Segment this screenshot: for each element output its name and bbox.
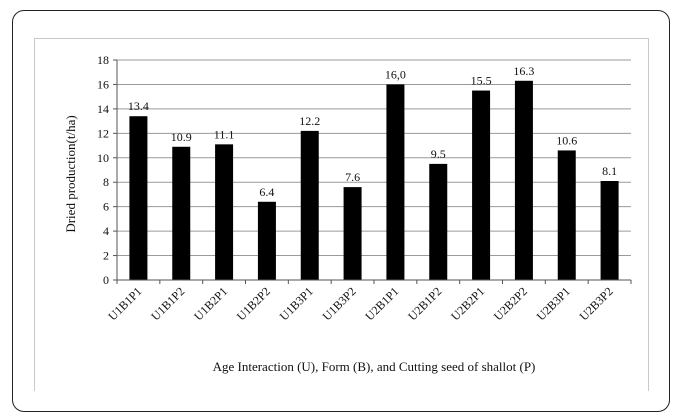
data-label: 8.1	[602, 164, 617, 178]
bar-u1b2p2	[257, 201, 276, 280]
y-axis-title: Dried production(t/ha)	[63, 115, 78, 232]
bar-u2b2p2	[514, 80, 533, 281]
data-label: 10.6	[556, 133, 577, 147]
bar-u1b2p1	[215, 144, 234, 280]
x-tick-label: U2B1P2	[405, 284, 444, 323]
data-label: 9.5	[431, 147, 446, 161]
y-tick-label: 8	[103, 175, 109, 189]
y-axis-ticks: 0 2 4 6 8 10 12 14 16 18	[97, 53, 117, 287]
bar-u2b2p1	[472, 90, 491, 280]
bar-u2b3p1	[557, 150, 576, 280]
data-labels: 13.4 10.9 11.1 6.4 12.2 7.6 16,0 9.5 15.5 16.3 10.…	[128, 64, 617, 199]
data-label: 10.9	[171, 130, 192, 144]
x-tick-label: U2B2P1	[448, 284, 487, 323]
x-tick-label: U1B3P2	[320, 284, 359, 323]
bar-u1b3p2	[343, 187, 362, 280]
y-tick-label: 0	[103, 273, 109, 287]
x-tick-label: U2B3P1	[534, 284, 573, 323]
y-tick-label: 10	[97, 151, 109, 165]
data-label: 15.5	[471, 74, 492, 88]
x-axis-ticks: U1B1P1 U1B1P2 U1B2P1 U1B2P2 U1B3P1 U1B3P2 U2B1…	[105, 280, 632, 323]
bar-u1b1p2	[172, 146, 191, 280]
x-axis-title: Age Interaction (U), Form (B), and Cutti…	[213, 359, 536, 374]
y-tick-label: 4	[103, 224, 109, 238]
x-tick-label: U1B1P1	[105, 284, 144, 323]
bar-u2b1p2	[429, 163, 448, 280]
y-tick-label: 16	[97, 77, 109, 91]
x-tick-label: U1B2P2	[234, 284, 273, 323]
x-tick-label: U1B1P2	[148, 284, 187, 323]
y-tick-label: 12	[97, 126, 109, 140]
x-tick-label: U1B2P1	[191, 284, 230, 323]
data-label: 13.4	[128, 99, 149, 113]
x-tick-label: U1B3P1	[277, 284, 316, 323]
gridlines	[117, 59, 631, 257]
data-label: 16,0	[385, 67, 406, 81]
bars	[129, 80, 619, 281]
data-label: 7.6	[345, 170, 360, 184]
y-tick-label: 14	[97, 102, 109, 116]
data-label: 12.2	[299, 114, 320, 128]
y-tick-label: 2	[103, 249, 109, 263]
bar-u1b1p1	[129, 116, 148, 280]
bar-chart: 0 2 4 6 8 10 12 14 16 18 13.4 10.9 11.1 6.4 12.2 7.6 16…	[63, 53, 632, 374]
y-tick-label: 18	[97, 53, 109, 67]
bar-u2b3p2	[600, 181, 619, 280]
data-label: 6.4	[259, 185, 274, 199]
x-tick-label: U2B2P2	[491, 284, 530, 323]
data-label: 16.3	[513, 64, 534, 78]
bar-u2b1p1	[386, 84, 405, 280]
data-label: 11.1	[214, 127, 235, 141]
x-tick-label: U2B1P1	[362, 284, 401, 323]
y-tick-label: 6	[103, 200, 109, 214]
x-tick-label: U2B3P2	[577, 284, 616, 323]
bar-u1b3p1	[300, 130, 319, 280]
